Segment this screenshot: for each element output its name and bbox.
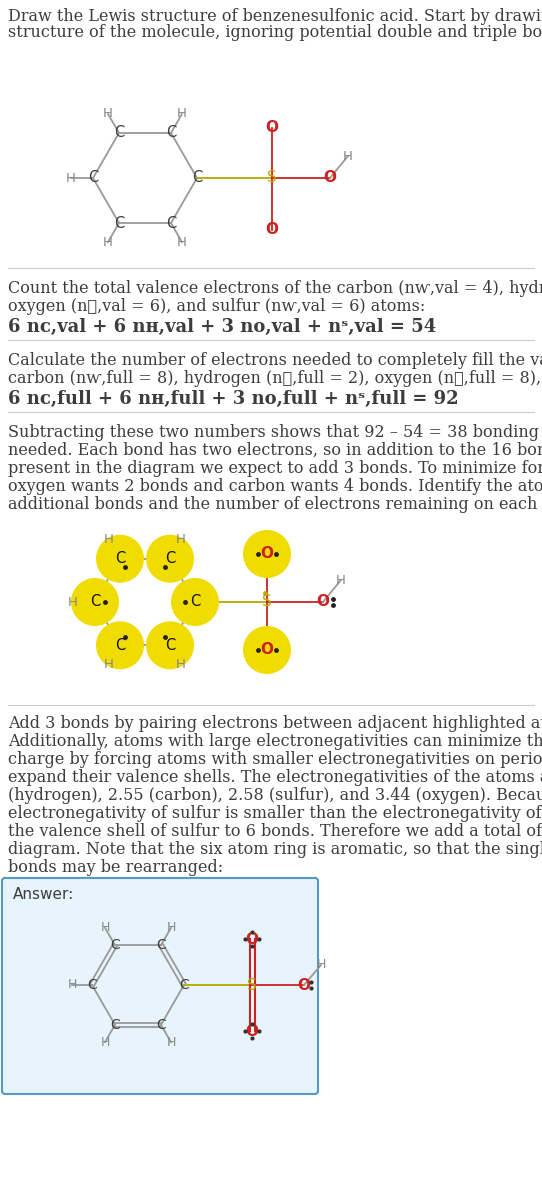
Text: O: O bbox=[261, 546, 274, 561]
Ellipse shape bbox=[146, 534, 194, 583]
Text: Add 3 bonds by pairing electrons between adjacent highlighted atoms.: Add 3 bonds by pairing electrons between… bbox=[8, 715, 542, 732]
Text: C: C bbox=[115, 551, 125, 566]
Ellipse shape bbox=[71, 578, 119, 626]
Text: Calculate the number of electrons needed to completely fill the valence shells f: Calculate the number of electrons needed… bbox=[8, 353, 542, 369]
Text: O: O bbox=[246, 1023, 259, 1039]
Text: carbon (nⱳ,full = 8), hydrogen (nⱴ,full = 2), oxygen (nⱏ,full = 8), and sulfur (: carbon (nⱳ,full = 8), hydrogen (nⱴ,full … bbox=[8, 370, 542, 387]
Text: oxygen (nⱏ,val = 6), and sulfur (nⱳ,val = 6) atoms:: oxygen (nⱏ,val = 6), and sulfur (nⱳ,val … bbox=[8, 298, 425, 315]
Text: needed. Each bond has two electrons, so in addition to the 16 bonds already: needed. Each bond has two electrons, so … bbox=[8, 442, 542, 459]
Ellipse shape bbox=[96, 621, 144, 669]
Text: O: O bbox=[298, 978, 311, 992]
Text: O: O bbox=[317, 595, 330, 609]
Text: diagram. Note that the six atom ring is aromatic, so that the single and double: diagram. Note that the six atom ring is … bbox=[8, 842, 542, 858]
Text: C: C bbox=[110, 938, 120, 952]
Ellipse shape bbox=[96, 534, 144, 583]
Text: the valence shell of sulfur to 6 bonds. Therefore we add a total of 5 bonds to t: the valence shell of sulfur to 6 bonds. … bbox=[8, 823, 542, 840]
Text: C: C bbox=[88, 171, 98, 185]
Text: C: C bbox=[156, 938, 166, 952]
Text: additional bonds and the number of electrons remaining on each atom:: additional bonds and the number of elect… bbox=[8, 496, 542, 513]
Text: H: H bbox=[103, 235, 113, 248]
Text: H: H bbox=[177, 107, 187, 120]
Text: electronegativity of sulfur is smaller than the electronegativity of oxygen, exp: electronegativity of sulfur is smaller t… bbox=[8, 805, 542, 823]
Text: 6 nᴄ,val + 6 nʜ,val + 3 nᴏ,val + nˢ,val = 54: 6 nᴄ,val + 6 nʜ,val + 3 nᴏ,val + nˢ,val … bbox=[8, 318, 436, 336]
Text: H: H bbox=[67, 978, 76, 991]
Text: C: C bbox=[114, 216, 124, 230]
Text: H: H bbox=[177, 235, 187, 248]
Text: C: C bbox=[90, 595, 100, 609]
Text: H: H bbox=[68, 596, 78, 609]
Text: C: C bbox=[179, 978, 189, 992]
Text: structure of the molecule, ignoring potential double and triple bonds:: structure of the molecule, ignoring pote… bbox=[8, 24, 542, 42]
Text: H: H bbox=[176, 658, 186, 671]
Text: C: C bbox=[114, 126, 124, 140]
Text: present in the diagram we expect to add 3 bonds. To minimize formal charge: present in the diagram we expect to add … bbox=[8, 461, 542, 477]
Text: C: C bbox=[166, 126, 176, 140]
Text: C: C bbox=[110, 1017, 120, 1032]
FancyBboxPatch shape bbox=[2, 878, 318, 1094]
Text: H: H bbox=[100, 921, 109, 934]
Text: H: H bbox=[166, 1036, 176, 1048]
Ellipse shape bbox=[243, 531, 291, 578]
Text: O: O bbox=[266, 121, 279, 135]
Ellipse shape bbox=[146, 621, 194, 669]
Text: charge by forcing atoms with smaller electronegativities on period 3 or higher t: charge by forcing atoms with smaller ele… bbox=[8, 751, 542, 768]
Text: Answer:: Answer: bbox=[13, 887, 74, 902]
Text: S: S bbox=[267, 171, 277, 185]
Text: expand their valence shells. The electronegativities of the atoms are 2.20: expand their valence shells. The electro… bbox=[8, 769, 542, 786]
Text: C: C bbox=[190, 595, 200, 609]
Ellipse shape bbox=[171, 578, 219, 626]
Text: C: C bbox=[165, 637, 175, 653]
Text: 6 nᴄ,full + 6 nʜ,full + 3 nᴏ,full + nˢ,full = 92: 6 nᴄ,full + 6 nʜ,full + 3 nᴏ,full + nˢ,f… bbox=[8, 391, 459, 408]
Text: H: H bbox=[336, 573, 346, 586]
Text: Draw the Lewis structure of benzenesulfonic acid. Start by drawing the overall: Draw the Lewis structure of benzenesulfo… bbox=[8, 8, 542, 25]
Text: (hydrogen), 2.55 (carbon), 2.58 (sulfur), and 3.44 (oxygen). Because the: (hydrogen), 2.55 (carbon), 2.58 (sulfur)… bbox=[8, 787, 542, 804]
Text: H: H bbox=[176, 533, 186, 546]
Text: Count the total valence electrons of the carbon (nⱳ,val = 4), hydrogen (nⱴ,val =: Count the total valence electrons of the… bbox=[8, 280, 542, 297]
Text: Subtracting these two numbers shows that 92 – 54 = 38 bonding electrons are: Subtracting these two numbers shows that… bbox=[8, 424, 542, 442]
Text: S: S bbox=[262, 595, 272, 609]
Text: C: C bbox=[115, 637, 125, 653]
Text: H: H bbox=[166, 921, 176, 934]
Text: H: H bbox=[66, 171, 76, 184]
Text: H: H bbox=[104, 533, 114, 546]
Text: bonds may be rearranged:: bonds may be rearranged: bbox=[8, 859, 223, 876]
Text: H: H bbox=[317, 958, 326, 971]
Text: H: H bbox=[343, 150, 353, 163]
Text: Additionally, atoms with large electronegativities can minimize their formal: Additionally, atoms with large electrone… bbox=[8, 734, 542, 750]
Text: C: C bbox=[165, 551, 175, 566]
Text: O: O bbox=[266, 222, 279, 237]
Ellipse shape bbox=[243, 626, 291, 674]
Text: O: O bbox=[324, 171, 337, 185]
Text: C: C bbox=[87, 978, 97, 992]
Text: H: H bbox=[104, 658, 114, 671]
Text: H: H bbox=[103, 107, 113, 120]
Text: C: C bbox=[156, 1017, 166, 1032]
Text: oxygen wants 2 bonds and carbon wants 4 bonds. Identify the atoms that want: oxygen wants 2 bonds and carbon wants 4 … bbox=[8, 478, 542, 495]
Text: O: O bbox=[246, 932, 259, 946]
Text: S: S bbox=[247, 978, 257, 992]
Text: O: O bbox=[261, 642, 274, 658]
Text: H: H bbox=[100, 1036, 109, 1048]
Text: C: C bbox=[192, 171, 202, 185]
Text: C: C bbox=[166, 216, 176, 230]
